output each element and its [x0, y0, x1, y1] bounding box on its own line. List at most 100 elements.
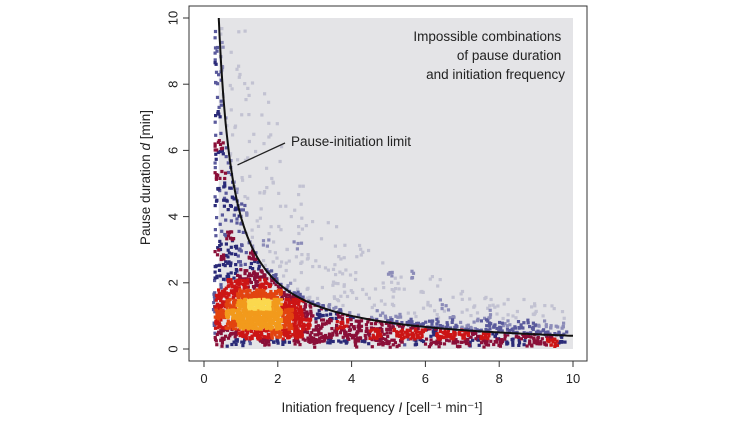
scatter-point — [255, 219, 259, 223]
scatter-point — [220, 311, 224, 316]
scatter-point — [247, 296, 251, 300]
scatter-point — [227, 251, 231, 255]
scatter-point — [390, 288, 394, 292]
scatter-point — [435, 333, 439, 337]
scatter-point — [235, 217, 239, 221]
scatter-point — [522, 331, 526, 335]
scatter-point — [325, 319, 330, 323]
scatter-point — [530, 344, 534, 348]
scatter-point — [219, 103, 223, 107]
scatter-point — [515, 309, 519, 314]
scatter-point — [242, 295, 246, 299]
scatter-point — [264, 341, 268, 345]
scatter-point — [563, 340, 567, 344]
scatter-point — [291, 298, 295, 302]
scatter-point — [390, 280, 394, 284]
scatter-point — [291, 322, 295, 326]
scatter-point — [281, 303, 285, 307]
scatter-point — [388, 271, 392, 275]
scatter-point — [300, 333, 304, 337]
scatter-point — [250, 235, 254, 239]
scatter-point — [281, 319, 285, 324]
scatter-point — [384, 337, 388, 341]
scatter-point — [468, 297, 472, 301]
scatter-point — [316, 333, 320, 337]
scatter-point — [244, 314, 249, 318]
scatter-point — [387, 342, 391, 346]
scatter-point — [285, 329, 289, 334]
scatter-point — [233, 335, 237, 339]
scatter-point — [377, 328, 381, 333]
scatter-point — [461, 336, 465, 340]
scatter-point — [283, 333, 287, 337]
scatter-point — [295, 301, 299, 305]
scatter-point — [233, 327, 238, 331]
scatter-point — [281, 337, 285, 341]
scatter-point — [377, 342, 381, 346]
scatter-point — [245, 322, 249, 326]
scatter-point — [453, 341, 458, 345]
scatter-point — [299, 331, 304, 335]
scatter-point — [297, 225, 301, 229]
scatter-point — [247, 256, 251, 260]
scatter-point — [253, 272, 257, 276]
scatter-point — [270, 305, 274, 309]
scatter-point — [531, 321, 535, 325]
scatter-point — [330, 333, 334, 337]
scatter-point — [410, 331, 415, 335]
scatter-point — [241, 327, 245, 331]
scatter-point — [379, 321, 384, 325]
scatter-point — [388, 345, 392, 349]
scatter-point — [218, 222, 222, 226]
scatter-point — [221, 45, 225, 49]
scatter-point — [338, 270, 342, 274]
scatter-point — [292, 325, 296, 329]
scatter-point — [252, 322, 256, 326]
scatter-point — [562, 332, 566, 336]
scatter-point — [397, 287, 401, 291]
scatter-point — [286, 304, 291, 308]
scatter-point — [212, 292, 216, 296]
scatter-point — [259, 327, 263, 331]
scatter-point — [560, 340, 564, 344]
scatter-point — [234, 244, 239, 248]
scatter-point — [373, 287, 378, 291]
scatter-point — [232, 300, 236, 304]
scatter-point — [230, 342, 234, 347]
scatter-point — [279, 292, 283, 296]
scatter-point — [278, 335, 282, 339]
scatter-point — [224, 260, 228, 264]
region-label: Impossible combinations of pause duratio… — [413, 29, 565, 82]
scatter-point — [495, 326, 499, 331]
scatter-point — [561, 324, 565, 328]
scatter-point — [262, 316, 266, 320]
scatter-point — [367, 342, 371, 346]
scatter-point — [219, 32, 223, 36]
scatter-point — [242, 340, 246, 345]
scatter-point — [259, 275, 263, 279]
scatter-point — [451, 318, 455, 322]
scatter-point — [252, 132, 256, 136]
scatter-point — [471, 338, 475, 342]
scatter-point — [244, 304, 248, 308]
scatter-point — [265, 277, 269, 281]
scatter-point — [239, 208, 243, 212]
scatter-point — [365, 326, 369, 331]
scatter-point — [297, 298, 301, 302]
scatter-point — [395, 320, 399, 324]
scatter-point — [213, 120, 217, 124]
scatter-point — [517, 338, 521, 342]
scatter-point — [267, 135, 271, 139]
scatter-point — [352, 336, 356, 340]
scatter-point — [276, 324, 280, 328]
scatter-point — [356, 313, 361, 317]
scatter-point — [421, 306, 426, 310]
scatter-point — [232, 302, 236, 306]
scatter-point — [236, 273, 240, 277]
scatter-point — [383, 302, 387, 306]
scatter-point — [524, 334, 528, 338]
scatter-point — [278, 264, 283, 268]
scatter-point — [327, 332, 331, 336]
scatter-point — [301, 328, 305, 332]
scatter-point — [213, 144, 217, 148]
